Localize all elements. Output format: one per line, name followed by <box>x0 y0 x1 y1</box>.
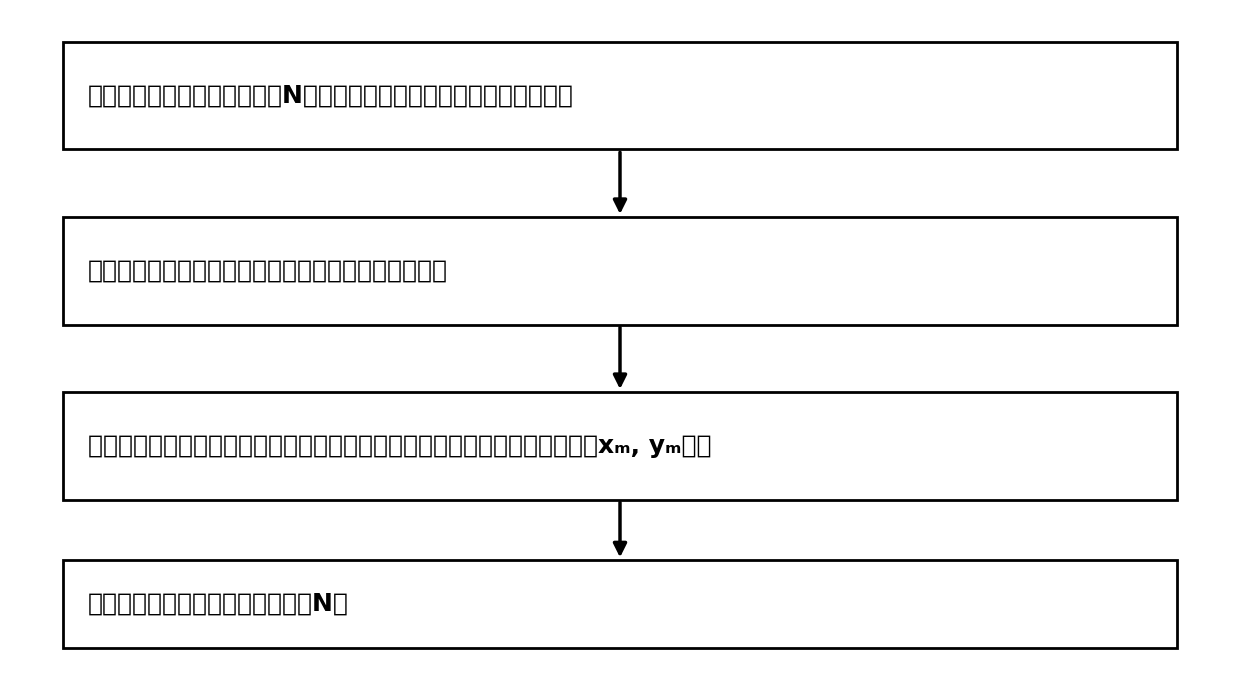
FancyBboxPatch shape <box>63 392 1177 500</box>
Text: 步骤二：根据硅片变形数据，优选对准标记所处场格；: 步骤二：根据硅片变形数据，优选对准标记所处场格； <box>88 259 448 283</box>
Text: 步骤三：对准标记所处场格位置优化完成后，优化优化对准标记在场内位置（xₘ, yₘ）；: 步骤三：对准标记所处场格位置优化完成后，优化优化对准标记在场内位置（xₘ, yₘ… <box>88 434 712 458</box>
Text: 步骤四：计算最小的对准标记个数N。: 步骤四：计算最小的对准标记个数N。 <box>88 592 348 616</box>
Text: 步骤一：初始化对准标记个数N、初选对准标记所在曝光场场格的位置；: 步骤一：初始化对准标记个数N、初选对准标记所在曝光场场格的位置； <box>88 84 574 107</box>
FancyBboxPatch shape <box>63 217 1177 324</box>
FancyBboxPatch shape <box>63 42 1177 149</box>
FancyBboxPatch shape <box>63 560 1177 648</box>
